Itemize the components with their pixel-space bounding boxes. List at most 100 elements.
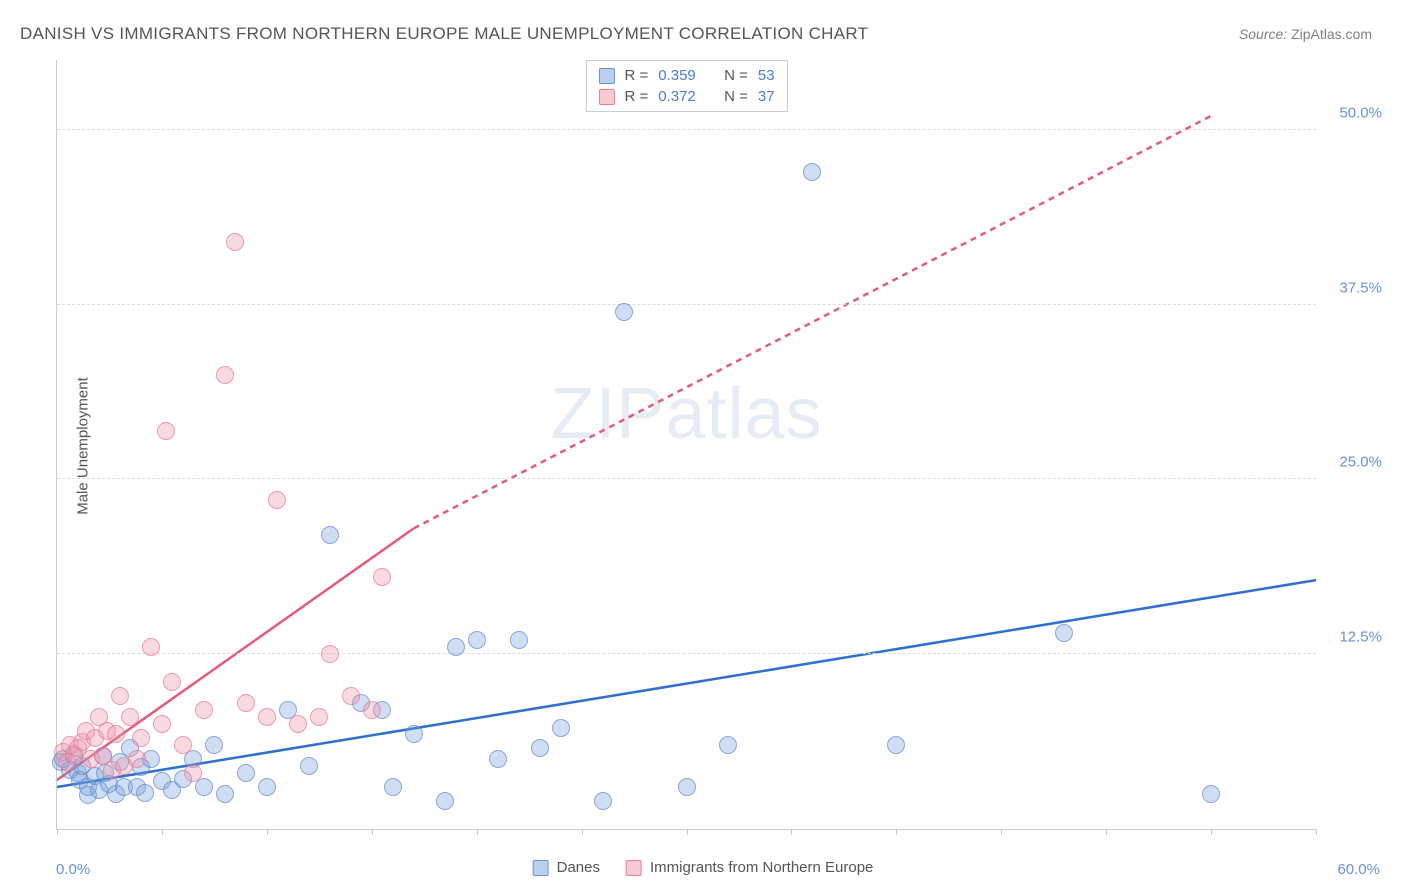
data-point	[1202, 785, 1220, 803]
data-point	[184, 764, 202, 782]
x-tick	[896, 829, 897, 835]
legend-swatch-icon	[626, 860, 642, 876]
data-point	[121, 708, 139, 726]
grid-line	[57, 653, 1316, 654]
data-point	[552, 719, 570, 737]
source-attribution: Source: ZipAtlas.com	[1239, 26, 1372, 42]
data-point	[142, 638, 160, 656]
x-tick	[1211, 829, 1212, 835]
data-point	[1055, 624, 1073, 642]
x-axis-max-label: 60.0%	[1337, 861, 1380, 878]
x-tick	[1316, 829, 1317, 835]
data-point	[136, 784, 154, 802]
data-point	[226, 233, 244, 251]
stats-n-label: N =	[724, 88, 748, 105]
data-point	[237, 694, 255, 712]
y-tick-label: 37.5%	[1339, 279, 1382, 296]
x-tick	[477, 829, 478, 835]
stats-row-immigrants: R = 0.372 N = 37	[598, 86, 774, 107]
data-point	[436, 792, 454, 810]
data-point	[216, 366, 234, 384]
x-axis-min-label: 0.0%	[56, 861, 90, 878]
x-tick	[582, 829, 583, 835]
data-point	[132, 729, 150, 747]
x-tick	[687, 829, 688, 835]
legend-item-immigrants: Immigrants from Northern Europe	[626, 859, 873, 876]
chart-title: DANISH VS IMMIGRANTS FROM NORTHERN EUROP…	[20, 24, 868, 44]
data-point	[342, 687, 360, 705]
data-point	[468, 631, 486, 649]
data-point	[216, 785, 234, 803]
data-point	[300, 757, 318, 775]
grid-line	[57, 304, 1316, 305]
data-point	[258, 708, 276, 726]
legend-swatch-danes-icon	[598, 68, 614, 84]
x-tick	[791, 829, 792, 835]
data-point	[128, 750, 146, 768]
stats-r-danes: 0.359	[658, 67, 696, 84]
source-label: Source:	[1239, 26, 1287, 42]
stats-row-danes: R = 0.359 N = 53	[598, 65, 774, 86]
data-point	[510, 631, 528, 649]
stats-n-danes: 53	[758, 67, 775, 84]
data-point	[447, 638, 465, 656]
grid-line	[57, 478, 1316, 479]
data-point	[153, 715, 171, 733]
data-point	[237, 764, 255, 782]
data-point	[373, 568, 391, 586]
y-tick-label: 25.0%	[1339, 454, 1382, 471]
stats-n-immigrants: 37	[758, 88, 775, 105]
legend-swatch-icon	[533, 860, 549, 876]
stats-r-label: R =	[624, 67, 648, 84]
stats-r-label: R =	[624, 88, 648, 105]
data-point	[321, 526, 339, 544]
watermark-atlas: atlas	[665, 374, 822, 454]
watermark: ZIPatlas	[550, 373, 822, 455]
data-point	[615, 303, 633, 321]
data-point	[107, 725, 125, 743]
data-point	[111, 687, 129, 705]
y-tick-label: 50.0%	[1339, 104, 1382, 121]
chart-plot-area: ZIPatlas R = 0.359 N = 53 R = 0.372 N = …	[56, 60, 1316, 830]
stats-n-label: N =	[724, 67, 748, 84]
data-point	[205, 736, 223, 754]
data-point	[174, 736, 192, 754]
data-point	[268, 491, 286, 509]
legend-item-danes: Danes	[533, 859, 600, 876]
data-point	[719, 736, 737, 754]
legend-label-immigrants: Immigrants from Northern Europe	[650, 859, 873, 876]
x-tick	[57, 829, 58, 835]
y-tick-label: 12.5%	[1339, 629, 1382, 646]
data-point	[887, 736, 905, 754]
data-point	[157, 422, 175, 440]
data-point	[803, 163, 821, 181]
x-tick	[267, 829, 268, 835]
correlation-stats-box: R = 0.359 N = 53 R = 0.372 N = 37	[585, 60, 787, 112]
x-tick	[372, 829, 373, 835]
watermark-zip: ZIP	[550, 374, 665, 454]
data-point	[289, 715, 307, 733]
data-point	[258, 778, 276, 796]
trend-lines-svg	[57, 60, 1316, 829]
data-point	[321, 645, 339, 663]
x-tick	[162, 829, 163, 835]
legend-label-danes: Danes	[557, 859, 600, 876]
data-point	[678, 778, 696, 796]
data-point	[310, 708, 328, 726]
trend-line-danes	[57, 580, 1316, 787]
x-tick	[1106, 829, 1107, 835]
bottom-legend: Danes Immigrants from Northern Europe	[533, 859, 874, 876]
data-point	[163, 673, 181, 691]
data-point	[195, 701, 213, 719]
data-point	[594, 792, 612, 810]
data-point	[489, 750, 507, 768]
data-point	[531, 739, 549, 757]
stats-r-immigrants: 0.372	[658, 88, 696, 105]
source-value: ZipAtlas.com	[1291, 26, 1372, 42]
data-point	[363, 701, 381, 719]
data-point	[405, 725, 423, 743]
grid-line	[57, 129, 1316, 130]
x-tick	[1001, 829, 1002, 835]
data-point	[384, 778, 402, 796]
legend-swatch-immigrants-icon	[598, 89, 614, 105]
